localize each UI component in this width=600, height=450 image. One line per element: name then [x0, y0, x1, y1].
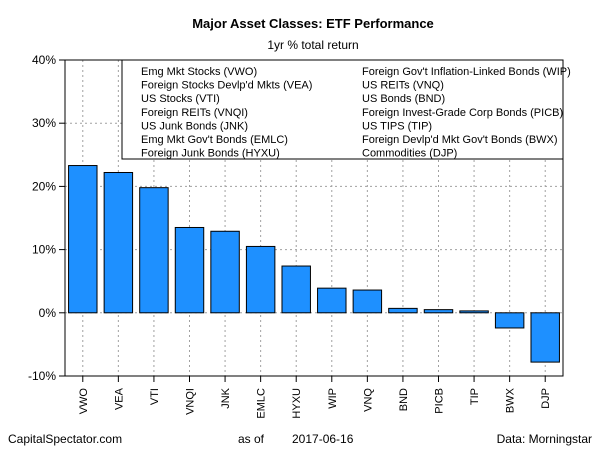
x-tick-label: DJP	[540, 388, 552, 409]
x-tick-label: EMLC	[256, 388, 268, 419]
x-axis: VWO VEA VTI VNQI JNK EMLC HYXU WIP VNQ BND PICB TIP…	[78, 376, 552, 419]
y-tick-label: 20%	[32, 179, 56, 193]
legend-entry: US Stocks (VTI)	[141, 93, 220, 105]
legend-entry: Commodities (DJP)	[362, 148, 457, 160]
x-tick-label: VWO	[78, 388, 90, 415]
x-tick-label: VEA	[113, 387, 125, 410]
chart-title: Major Asset Classes: ETF Performance	[192, 16, 434, 31]
legend-entry: Foreign Invest-Grade Corp Bonds (PICB)	[362, 107, 563, 119]
x-tick-label: BND	[398, 388, 410, 411]
x-tick-label: VNQI	[185, 388, 197, 415]
legend-entry: US TIPS (TIP)	[362, 120, 432, 132]
legend: Emg Mkt Stocks (VWO) Foreign Stocks Devlp…	[121, 59, 571, 160]
y-axis: -10% 0% 10% 20% 30% 40%	[28, 53, 65, 383]
legend-entry: Foreign Gov't Inflation-Linked Bonds (WI…	[362, 66, 571, 78]
legend-entry: Emg Mkt Stocks (VWO)	[141, 66, 257, 78]
x-tick-label: BWX	[505, 387, 517, 413]
bars	[68, 165, 560, 363]
y-tick-label: -10%	[28, 369, 56, 383]
legend-entry: Foreign Devlp'd Mkt Gov't Bonds (BWX)	[362, 134, 558, 146]
y-tick-label: 10%	[32, 243, 56, 257]
x-tick-label: PICB	[434, 388, 446, 414]
bar-picb	[423, 309, 454, 314]
bar-vti	[139, 187, 169, 314]
legend-entry: Foreign REITs (VNQI)	[141, 107, 248, 119]
x-tick-label: HYXU	[291, 388, 303, 419]
x-tick-label: TIP	[469, 388, 481, 405]
bar-vwo	[68, 165, 98, 314]
bar-bnd	[388, 307, 418, 314]
x-tick-label: VTI	[149, 388, 161, 405]
bar-jnk	[210, 230, 240, 314]
legend-entry: Foreign Junk Bonds (HYXU)	[141, 148, 280, 160]
chart-subtitle: 1yr % total return	[267, 38, 358, 52]
bar-tip	[459, 310, 489, 314]
bar-vnq	[352, 289, 383, 314]
y-tick-label: 30%	[32, 116, 56, 130]
legend-entry: US Junk Bonds (JNK)	[141, 120, 248, 132]
y-tick-label: 0%	[39, 306, 57, 320]
y-tick-label: 40%	[32, 53, 56, 67]
legend-entry: US REITs (VNQ)	[362, 80, 444, 92]
x-tick-label: WIP	[327, 388, 339, 409]
x-tick-label: JNK	[220, 387, 232, 408]
legend-box	[121, 59, 564, 160]
legend-entry: US Bonds (BND)	[362, 93, 445, 105]
footer-as-of-date: 2017-06-16	[292, 432, 354, 446]
bar-bwx	[494, 312, 525, 329]
bar-djp	[530, 312, 560, 363]
footer-data-source: Data: Morningstar	[497, 432, 592, 446]
footer-as-of-label: as of	[238, 432, 265, 446]
footer-source-site: CapitalSpectator.com	[8, 432, 122, 446]
x-tick-label: VNQ	[362, 388, 374, 412]
bar-emlc	[245, 245, 276, 314]
bar-wip	[317, 287, 347, 314]
legend-entry: Emg Mkt Gov't Bonds (EMLC)	[141, 134, 288, 146]
bar-vnqi	[174, 226, 205, 314]
bar-hyxu	[281, 265, 311, 314]
bar-vea	[103, 171, 134, 314]
legend-entry: Foreign Stocks Devlp'd Mkts (VEA)	[141, 80, 312, 92]
